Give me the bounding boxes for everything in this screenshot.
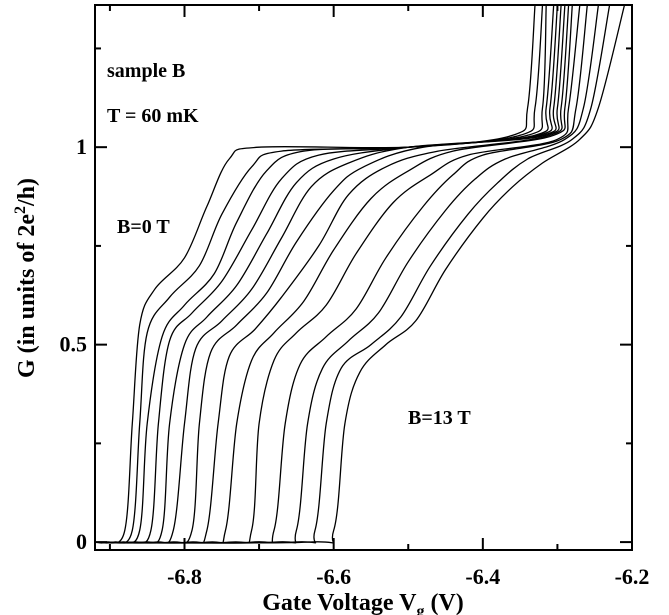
conductance-trace-10 (95, 5, 581, 544)
sample-annotation: sample B (107, 60, 185, 82)
conductance-trace-2 (95, 5, 544, 544)
x-tick-label: -6.8 (167, 564, 202, 589)
y-tick-label: 0.5 (60, 332, 88, 357)
y-tick-label: 0 (76, 529, 87, 554)
conductance-trace-9 (95, 5, 573, 544)
x-axis-title-main: Gate Voltage V (262, 590, 417, 615)
conductance-trace-1 (95, 5, 536, 544)
y-axis-title-prefix: G (in units of 2e (14, 214, 40, 378)
tick-label-group: -6.8 -6.6 -6.4 -6.2 0 0.5 1 (60, 134, 650, 589)
conductance-trace-11 (95, 5, 588, 544)
conductance-trace-13 (95, 5, 611, 544)
x-axis-title: Gate Voltage Vg (V) (262, 590, 464, 615)
y-axis-title-suffix: /h) (14, 178, 40, 207)
y-axis-title-sup: 2 (12, 206, 29, 214)
x-axis-title-sub: g (416, 603, 424, 615)
x-axis-title-unit: (V) (424, 590, 463, 615)
conductance-trace-4 (95, 5, 555, 544)
tick-group (95, 5, 633, 550)
conductance-trace-3 (95, 5, 547, 544)
conductance-trace-12 (95, 5, 600, 544)
trace-group (95, 5, 626, 544)
y-axis-title: G (in units of 2e2/h) (12, 178, 40, 378)
conductance-trace-14 (95, 5, 626, 544)
conductance-trace-7 (95, 5, 566, 544)
temperature-annotation: T = 60 mK (107, 105, 199, 127)
b-thirteen-annotation: B=13 T (408, 407, 471, 429)
x-tick-label: -6.6 (316, 564, 351, 589)
x-tick-label: -6.2 (615, 564, 650, 589)
x-tick-label: -6.4 (465, 564, 500, 589)
conductance-trace-5 (95, 5, 559, 544)
b-zero-annotation: B=0 T (117, 216, 170, 238)
conductance-trace-8 (95, 5, 570, 544)
y-tick-label: 1 (76, 134, 87, 159)
conductance-trace-6 (95, 5, 562, 544)
plot-frame (94, 4, 633, 551)
